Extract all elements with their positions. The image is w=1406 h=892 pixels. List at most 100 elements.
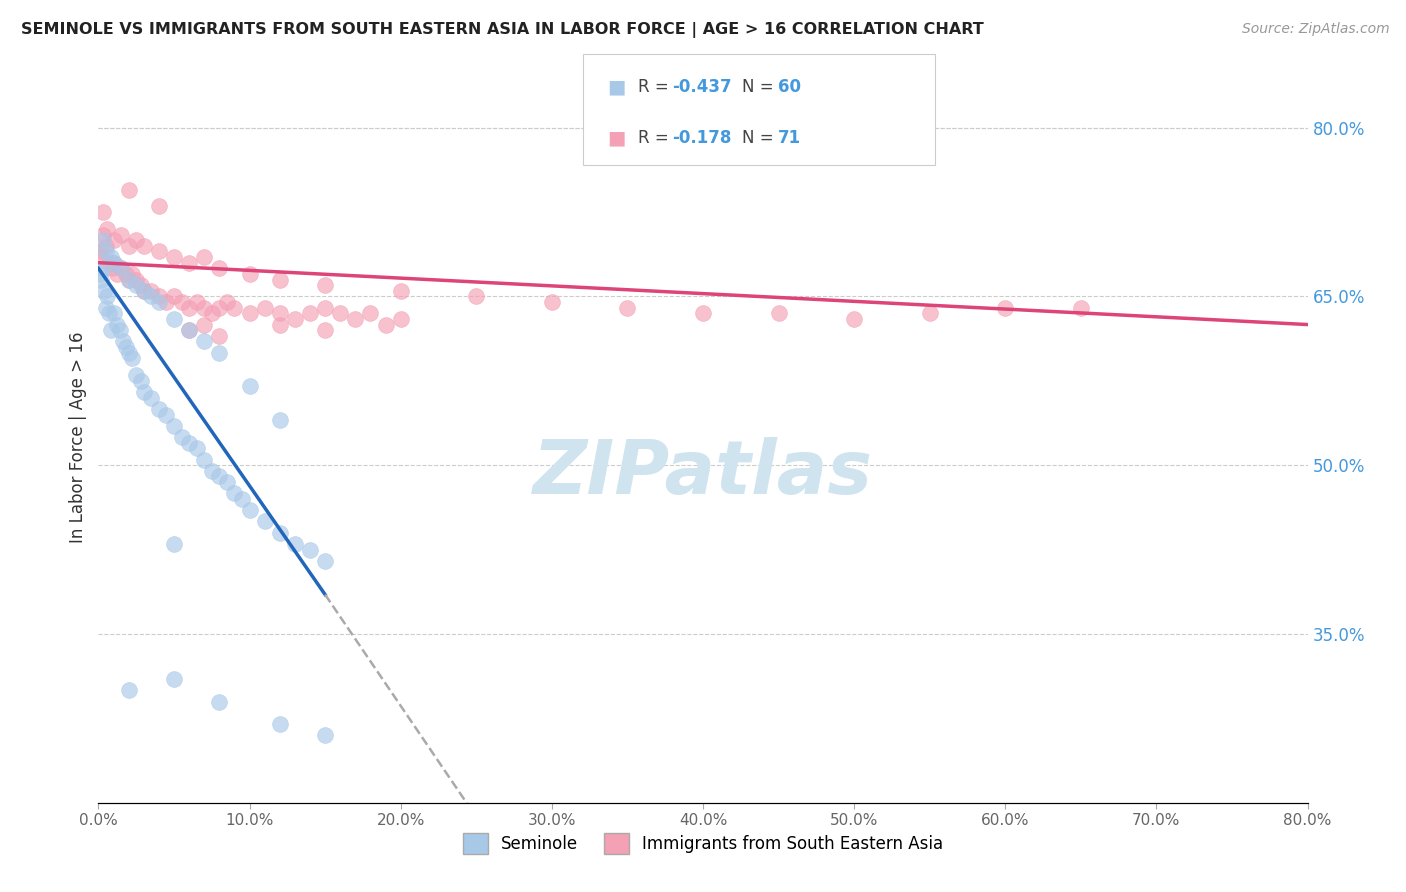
Point: [231, 491, 253, 506]
Point: [105, 267, 128, 281]
Point: [118, 272, 141, 286]
Point: [118, 239, 141, 253]
Text: R =: R =: [638, 129, 675, 147]
Text: 71: 71: [778, 129, 800, 147]
Point: [170, 430, 193, 444]
Point: [314, 301, 336, 315]
Point: [208, 694, 231, 708]
Point: [141, 284, 163, 298]
Text: N =: N =: [742, 78, 779, 95]
Point: [239, 306, 262, 320]
Point: [201, 464, 224, 478]
Point: [155, 295, 177, 310]
Point: [121, 267, 143, 281]
Point: [118, 345, 141, 359]
Point: [141, 391, 163, 405]
Point: [132, 284, 155, 298]
Point: [179, 255, 201, 269]
Point: [193, 318, 215, 332]
Legend: Seminole, Immigrants from South Eastern Asia: Seminole, Immigrants from South Eastern …: [457, 827, 949, 860]
Point: [103, 233, 125, 247]
Point: [186, 442, 208, 456]
Point: [269, 717, 291, 731]
Text: SEMINOLE VS IMMIGRANTS FROM SOUTH EASTERN ASIA IN LABOR FORCE | AGE > 16 CORRELA: SEMINOLE VS IMMIGRANTS FROM SOUTH EASTER…: [21, 22, 984, 38]
Point: [103, 255, 125, 269]
Point: [269, 413, 291, 427]
Point: [269, 318, 291, 332]
Point: [148, 244, 170, 259]
Point: [163, 250, 186, 264]
Point: [179, 323, 201, 337]
Point: [148, 295, 170, 310]
Point: [110, 227, 132, 242]
Point: [111, 334, 134, 349]
Point: [284, 312, 307, 326]
Point: [118, 182, 141, 196]
Point: [148, 289, 170, 303]
Point: [163, 537, 186, 551]
Point: [215, 475, 238, 489]
Point: [193, 452, 215, 467]
Text: -0.178: -0.178: [672, 129, 731, 147]
Point: [253, 301, 276, 315]
Point: [101, 261, 124, 276]
Point: [193, 301, 215, 315]
Point: [269, 525, 291, 540]
Point: [110, 261, 132, 276]
Point: [329, 306, 352, 320]
Point: [299, 306, 322, 320]
Point: [193, 334, 215, 349]
Point: [100, 250, 122, 264]
Point: [148, 199, 170, 213]
Point: [105, 318, 128, 332]
Point: [208, 301, 231, 315]
Point: [91, 261, 114, 276]
Point: [374, 318, 396, 332]
Text: -0.437: -0.437: [672, 78, 731, 95]
Point: [96, 222, 118, 236]
Point: [208, 469, 231, 483]
Text: ■: ■: [607, 128, 626, 147]
Point: [239, 379, 262, 393]
Point: [91, 227, 114, 242]
Point: [114, 267, 136, 281]
Point: [125, 272, 148, 286]
Point: [103, 306, 125, 320]
Point: [170, 295, 193, 310]
Point: [110, 261, 132, 276]
Point: [299, 542, 322, 557]
Text: R =: R =: [638, 78, 675, 95]
Point: [186, 295, 208, 310]
Point: [100, 323, 122, 337]
Point: [89, 267, 111, 281]
Point: [91, 233, 114, 247]
Point: [129, 374, 152, 388]
Point: [224, 301, 246, 315]
Point: [314, 278, 336, 293]
Point: [215, 295, 238, 310]
Text: N =: N =: [742, 129, 779, 147]
Point: [314, 728, 336, 742]
Point: [344, 312, 367, 326]
Point: [94, 301, 117, 315]
Point: [389, 312, 412, 326]
Point: [269, 306, 291, 320]
Point: [96, 289, 118, 303]
Point: [1070, 301, 1092, 315]
Point: [768, 306, 790, 320]
Point: [98, 306, 121, 320]
Point: [844, 312, 866, 326]
Point: [125, 233, 148, 247]
Text: ■: ■: [607, 78, 626, 96]
Point: [132, 284, 155, 298]
Point: [389, 284, 412, 298]
Point: [540, 295, 562, 310]
Point: [94, 239, 117, 253]
Point: [91, 205, 114, 219]
Point: [314, 554, 336, 568]
Point: [118, 272, 141, 286]
Point: [163, 312, 186, 326]
Point: [201, 306, 224, 320]
Point: [108, 323, 131, 337]
Y-axis label: In Labor Force | Age > 16: In Labor Force | Age > 16: [69, 331, 87, 543]
